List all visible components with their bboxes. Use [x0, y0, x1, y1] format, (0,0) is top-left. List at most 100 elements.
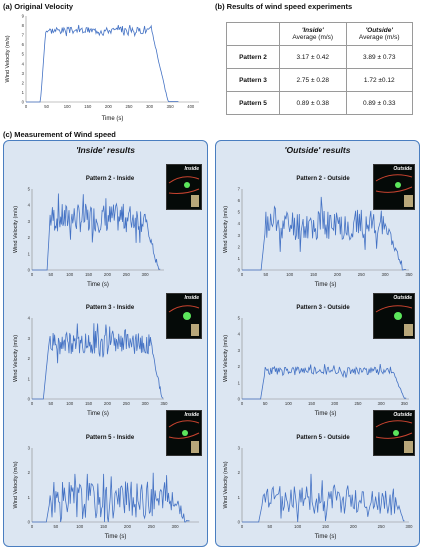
original-velocity-chart: 0 50 100 150 200 250 300 350 400 0 1 2 3 4 5 6 7 8 9 Time (…	[5, 14, 199, 122]
row-inside-value: 3.17 ± 0.42	[279, 45, 347, 69]
x-tick-label: 100	[294, 524, 302, 529]
series-line	[26, 24, 179, 103]
series-line	[32, 323, 164, 400]
pattern-3-inside-chart: 0 50 100 150 200 250 300 350 0 1 2 3 4 Time (s) Wind V…	[13, 316, 168, 418]
x-tick-label: 200	[105, 104, 113, 109]
y-axis-label: Wind Velocity (m/s)	[13, 461, 19, 508]
y-tick-label: 4	[22, 61, 25, 66]
x-tick-label: 50	[54, 524, 59, 529]
x-axis-label: Time (s)	[315, 534, 337, 540]
x-tick-label: 250	[123, 272, 131, 277]
y-tick-label: 0	[22, 100, 25, 105]
x-tick-label: 0	[25, 104, 28, 109]
row-outside-value: 0.89 ± 0.33	[345, 91, 413, 115]
photo-drawing	[168, 176, 200, 207]
x-tick-label: 150	[100, 524, 108, 529]
y-axis-label: Wind Velocity (m/s)	[13, 335, 19, 382]
series-line	[242, 196, 407, 271]
y-tick-label: 1	[238, 495, 241, 500]
y-tick-label: 5	[28, 187, 31, 192]
y-tick-label: 1	[22, 90, 25, 95]
x-tick-label: 0	[241, 524, 244, 529]
outside-head-label: 'Outside'	[365, 27, 393, 34]
x-axis-label: Time (s)	[102, 116, 124, 122]
y-tick-label: 6	[238, 198, 241, 203]
inside-sub-label: Average (m/s)	[292, 34, 334, 41]
x-tick-label: 250	[125, 104, 133, 109]
x-tick-label: 0	[31, 401, 34, 406]
chart-title-p3-inside: Pattern 3 - Inside	[85, 305, 135, 311]
x-tick-label: 100	[286, 272, 294, 277]
y-tick-label: 2	[28, 470, 31, 475]
chart-title-p2-inside: Pattern 2 - Inside	[85, 176, 135, 182]
x-tick-label: 50	[264, 272, 269, 277]
y-tick-label: 4	[238, 221, 241, 226]
x-tick-label: 250	[123, 401, 131, 406]
photo-label-inside: Inside	[184, 295, 199, 301]
x-tick-label: 100	[285, 401, 293, 406]
y-tick-label: 0	[238, 520, 241, 525]
x-tick-label: 300	[172, 524, 180, 529]
x-tick-label: 50	[267, 524, 272, 529]
chart-title-p5-outside: Pattern 5 - Outside	[296, 435, 350, 441]
y-tick-label: 0	[28, 397, 31, 402]
table-row: Pattern 3 2.75 ± 0.28 1.72 ±0.12	[226, 68, 413, 92]
y-tick-label: 9	[22, 14, 25, 19]
inside-head-label: 'Inside'	[301, 27, 324, 34]
x-tick-label: 200	[124, 524, 132, 529]
results-table: 'Inside' Average (m/s) 'Outside' Average (…	[226, 22, 413, 115]
y-tick-label: 0	[28, 520, 31, 525]
series-line	[32, 193, 161, 271]
experiment-photo-inside: Inside	[166, 293, 202, 339]
x-tick-label: 50	[49, 401, 54, 406]
x-tick-label: 250	[358, 272, 366, 277]
table-row: Pattern 2 3.17 ± 0.42 3.89 ± 0.73	[226, 45, 413, 69]
x-tick-label: 250	[354, 401, 362, 406]
pattern-2-inside-chart: 0 50 100 150 200 250 300 0 1 2 3 4 5 Time (s) Wind Vel…	[13, 187, 164, 288]
photo-label-inside: Inside	[184, 412, 199, 418]
x-tick-label: 300	[142, 272, 150, 277]
y-tick-label: 2	[28, 356, 31, 361]
x-tick-label: 300	[146, 104, 154, 109]
x-tick-label: 300	[142, 401, 150, 406]
x-tick-label: 200	[104, 401, 112, 406]
y-tick-label: 5	[238, 316, 241, 321]
x-tick-label: 200	[104, 272, 112, 277]
y-tick-label: 4	[238, 332, 241, 337]
y-tick-label: 7	[238, 187, 241, 192]
experiment-photo-outside: Outside	[373, 293, 415, 339]
y-tick-label: 0	[238, 397, 241, 402]
y-tick-label: 3	[238, 233, 241, 238]
x-tick-label: 350	[167, 104, 175, 109]
x-tick-label: 250	[378, 524, 386, 529]
y-axis-label: Wind Velocity (m/s)	[13, 206, 19, 253]
x-tick-label: 0	[31, 272, 34, 277]
y-tick-label: 1	[28, 495, 31, 500]
x-tick-label: 250	[148, 524, 156, 529]
experiment-photo-inside: Inside	[166, 164, 202, 210]
y-tick-label: 5	[22, 52, 25, 57]
pattern-5-outside-chart: 0 50 100 150 200 250 300 0 1 2 3 Time (s) Wind Veloc…	[223, 446, 413, 541]
y-tick-label: 2	[238, 470, 241, 475]
x-tick-label: 200	[334, 272, 342, 277]
outside-header: 'Outside' Average (m/s)	[345, 22, 413, 46]
y-tick-label: 0	[28, 268, 31, 273]
y-tick-label: 0	[238, 268, 241, 273]
y-tick-label: 2	[28, 235, 31, 240]
photo-label-inside: Inside	[184, 166, 199, 172]
x-tick-label: 200	[331, 401, 339, 406]
y-tick-label: 2	[22, 80, 25, 85]
x-tick-label: 0	[241, 272, 244, 277]
outside-sub-label: Average (m/s)	[358, 34, 400, 41]
x-tick-label: 100	[66, 272, 74, 277]
outside-panel-title: 'Outside' results	[284, 145, 351, 155]
photo-label-outside: Outside	[393, 412, 412, 418]
y-tick-label: 3	[238, 446, 241, 451]
table-row: Pattern 5 0.89 ± 0.38 0.89 ± 0.33	[226, 91, 413, 115]
y-tick-label: 3	[28, 219, 31, 224]
y-tick-label: 3	[22, 71, 25, 76]
x-tick-label: 150	[322, 524, 330, 529]
series-line	[242, 473, 405, 523]
table-corner	[226, 22, 280, 46]
y-tick-label: 2	[238, 244, 241, 249]
